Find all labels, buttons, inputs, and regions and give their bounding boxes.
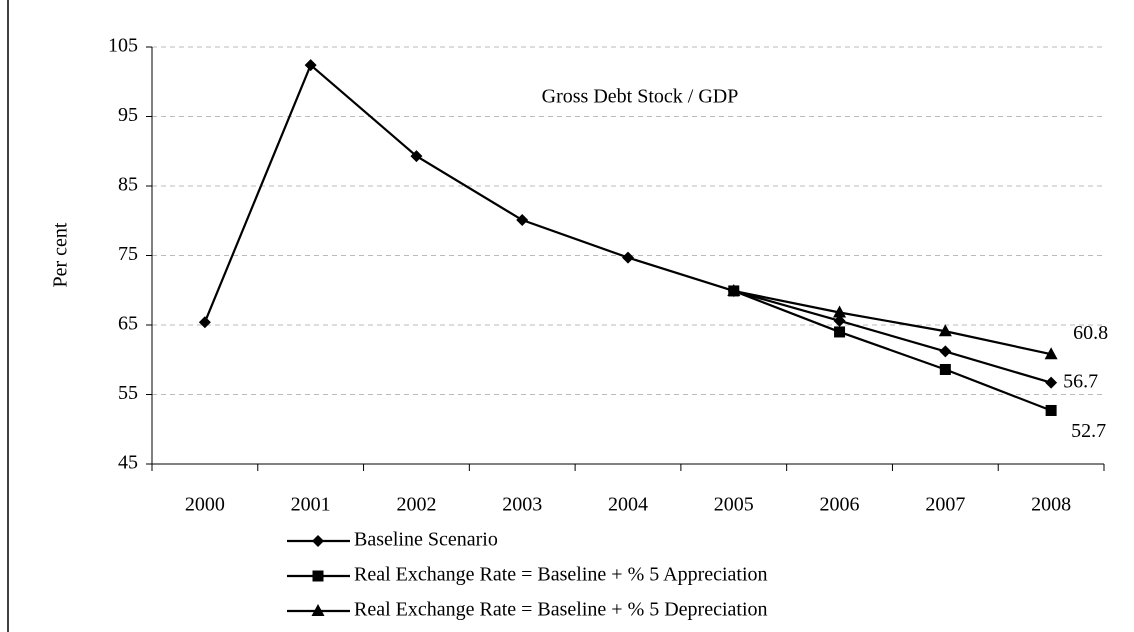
legend-label: Real Exchange Rate = Baseline + % 5 Depr… <box>354 599 768 621</box>
data-point <box>1045 404 1057 416</box>
data-point <box>939 363 951 375</box>
legend-marker <box>311 604 325 616</box>
y-tick-label: 85 <box>118 174 138 196</box>
data-point <box>833 314 846 327</box>
x-tick-label: 2002 <box>396 494 436 516</box>
legend-marker <box>312 570 324 582</box>
y-tick-label: 45 <box>118 452 138 474</box>
x-tick-label: 2003 <box>502 494 542 516</box>
legend-label: Real Exchange Rate = Baseline + % 5 Appr… <box>354 564 768 586</box>
legend-label: Baseline Scenario <box>354 529 498 551</box>
y-tick-label: 75 <box>118 243 138 265</box>
series-line <box>203 63 1052 384</box>
data-point <box>1044 347 1058 360</box>
data-point <box>834 326 846 338</box>
data-point <box>304 59 317 72</box>
x-tick-label: 2006 <box>820 494 860 516</box>
data-point <box>938 324 952 337</box>
data-point <box>1045 376 1058 389</box>
y-tick-label: 105 <box>108 35 138 57</box>
y-axis-label: Per cent <box>50 222 72 287</box>
data-point <box>727 283 741 296</box>
x-tick-label: 2000 <box>185 494 225 516</box>
x-tick-label: 2005 <box>714 494 754 516</box>
data-point <box>198 316 211 329</box>
y-tick-label: 55 <box>118 382 138 404</box>
data-point <box>622 251 634 264</box>
x-tick-label: 2008 <box>1031 494 1071 516</box>
series-line <box>733 289 1052 412</box>
data-point <box>833 305 847 318</box>
x-tick-label: 2001 <box>291 494 331 516</box>
data-label: 60.8 <box>1073 322 1108 344</box>
legend-marker <box>312 535 324 547</box>
x-tick-label: 2007 <box>925 494 965 516</box>
series-line <box>733 289 1052 356</box>
y-tick-label: 65 <box>118 313 138 335</box>
x-tick-label: 2004 <box>608 494 648 516</box>
y-tick-label: 95 <box>118 104 138 126</box>
data-point <box>516 214 529 227</box>
data-point <box>410 150 423 163</box>
data-point <box>939 345 952 358</box>
chart-title: Gross Debt Stock / GDP <box>542 86 739 108</box>
data-label: 52.7 <box>1071 420 1106 442</box>
data-label: 56.7 <box>1063 370 1098 392</box>
